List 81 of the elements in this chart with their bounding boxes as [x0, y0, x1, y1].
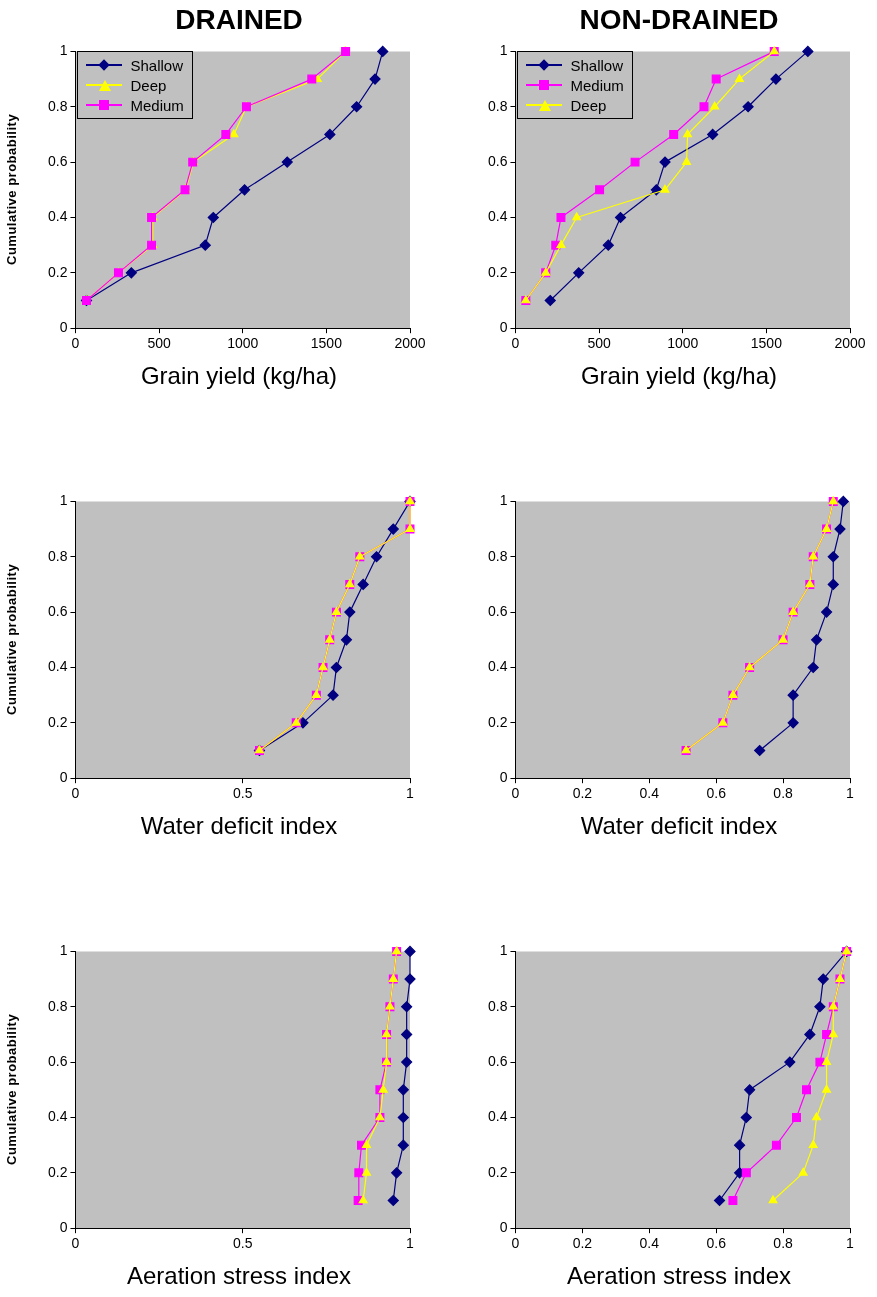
legend-label: Medium — [570, 76, 624, 94]
y-tick-label: 1 — [59, 42, 68, 59]
y-tick-label: 0.2 — [487, 1163, 508, 1180]
y-tick-label: 0.6 — [487, 602, 508, 619]
x-tick-label: 1500 — [750, 335, 783, 352]
x-tick-label: 1500 — [310, 335, 343, 352]
y-tick-label: 0.8 — [487, 97, 508, 114]
x-tick-label: 500 — [587, 335, 611, 352]
legend-label: Deep — [130, 76, 167, 94]
x-tick-label: 0.6 — [706, 1235, 727, 1252]
y-tick-label: 0.6 — [47, 152, 68, 169]
legend-label: Medium — [130, 96, 184, 114]
x-axis-title: Grain yield (kg/ha) — [579, 362, 779, 390]
y-tick-label: 0 — [59, 1219, 68, 1236]
x-tick-label: 0.4 — [639, 785, 660, 802]
y-tick-label: 0.8 — [47, 997, 68, 1014]
y-tick-label: 0.4 — [47, 1108, 68, 1125]
x-tick-label: 2000 — [394, 335, 426, 352]
y-tick-label: 0.4 — [47, 208, 68, 225]
y-axis-title: Cumulative probability — [4, 564, 19, 716]
y-tick-label: 0.6 — [487, 152, 508, 169]
x-tick-label: 0 — [71, 785, 80, 802]
x-axis-title: Aeration stress index — [125, 1262, 353, 1290]
y-tick-label: 0.2 — [47, 713, 68, 730]
y-tick-label: 0.6 — [47, 602, 68, 619]
y-tick-label: 0.4 — [487, 208, 508, 225]
y-tick-label: 1 — [59, 942, 68, 959]
legend-label: Shallow — [570, 56, 623, 74]
y-tick-label: 1 — [499, 492, 508, 509]
legend-label: Deep — [570, 96, 607, 114]
x-tick-label: 0 — [511, 335, 520, 352]
y-tick-label: 0.8 — [47, 97, 68, 114]
x-tick-label: 1 — [846, 1235, 855, 1252]
y-tick-label: 0.2 — [487, 263, 508, 280]
x-tick-label: 0.6 — [706, 785, 727, 802]
x-tick-label: 2000 — [834, 335, 866, 352]
y-tick-label: 1 — [59, 492, 68, 509]
y-tick-label: 0.2 — [47, 263, 68, 280]
chart-title: DRAINED — [174, 3, 304, 37]
y-tick-label: 1 — [499, 42, 508, 59]
x-axis-title: Water deficit index — [139, 812, 339, 840]
y-tick-label: 0 — [59, 769, 68, 786]
y-tick-label: 0 — [59, 319, 68, 336]
x-tick-label: 0.2 — [572, 785, 593, 802]
y-tick-label: 0.8 — [487, 547, 508, 564]
x-tick-label: 0.8 — [773, 785, 794, 802]
x-tick-label: 0.2 — [572, 1235, 593, 1252]
x-axis-title: Water deficit index — [579, 812, 779, 840]
y-tick-label: 0.4 — [487, 1108, 508, 1125]
x-tick-label: 1 — [846, 785, 855, 802]
x-tick-label: 0.5 — [233, 1235, 253, 1252]
x-tick-label: 0.4 — [639, 1235, 660, 1252]
y-tick-label: 0.8 — [47, 547, 68, 564]
y-tick-label: 0.2 — [47, 1163, 68, 1180]
legend-label: Shallow — [130, 56, 183, 74]
y-tick-label: 0.8 — [487, 997, 508, 1014]
y-tick-label: 0 — [499, 769, 508, 786]
y-tick-label: 1 — [499, 942, 508, 959]
x-tick-label: 1 — [406, 785, 415, 802]
y-axis-title: Cumulative probability — [4, 114, 19, 266]
x-tick-label: 0.8 — [773, 1235, 794, 1252]
x-tick-label: 500 — [147, 335, 171, 352]
x-tick-label: 0 — [511, 785, 520, 802]
y-tick-label: 0.2 — [487, 713, 508, 730]
x-axis-title: Aeration stress index — [565, 1262, 793, 1290]
x-tick-label: 0 — [511, 1235, 520, 1252]
y-axis-title: Cumulative probability — [4, 1014, 19, 1166]
x-axis-title: Grain yield (kg/ha) — [139, 362, 339, 390]
x-tick-label: 1000 — [667, 335, 699, 352]
x-tick-label: 0 — [71, 335, 80, 352]
y-tick-label: 0 — [499, 1219, 508, 1236]
x-tick-label: 1 — [406, 1235, 415, 1252]
y-tick-label: 0.6 — [47, 1052, 68, 1069]
x-tick-label: 0 — [71, 1235, 80, 1252]
chart-title: NON-DRAINED — [578, 3, 780, 37]
y-tick-label: 0.4 — [47, 658, 68, 675]
x-tick-label: 1000 — [227, 335, 259, 352]
x-tick-label: 0.5 — [233, 785, 253, 802]
y-tick-label: 0.4 — [487, 658, 508, 675]
y-tick-label: 0.6 — [487, 1052, 508, 1069]
y-tick-label: 0 — [499, 319, 508, 336]
